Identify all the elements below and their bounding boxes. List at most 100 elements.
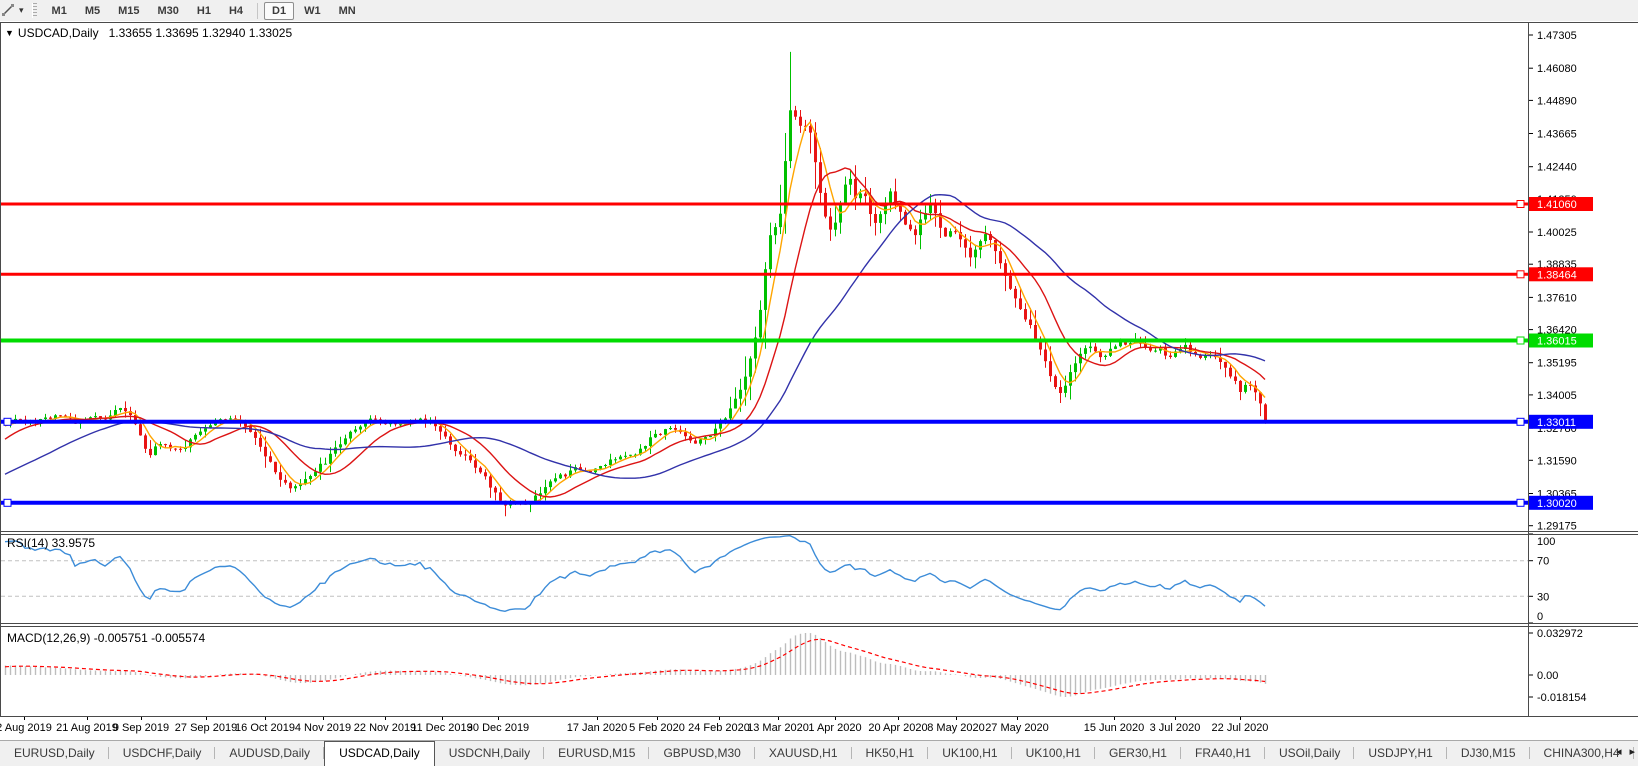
date-tick-label: 24 Feb 2020 (688, 722, 750, 734)
rsi-indicator-label: RSI(14) 33.9575 (7, 536, 96, 550)
price-tick-label: 1.44890 (1537, 95, 1577, 107)
timeframe-button-H1[interactable]: H1 (189, 2, 219, 20)
chart-tab-UK100-H1[interactable]: UK100,H1 (1012, 741, 1096, 766)
date-tick-label: 8 May 2020 (927, 722, 984, 734)
timeframe-buttons: M1 M5 M15 M30 H1 H4 D1 W1 MN (43, 1, 365, 20)
price-tick-label: 1.31590 (1537, 455, 1577, 467)
toolbar: ▾ M1 M5 M15 M30 H1 H4 D1 W1 MN (0, 0, 1638, 21)
chart-title-ohlc: 1.33655 1.33695 1.32940 1.33025 (108, 26, 293, 40)
price-tick-label: 1.35195 (1537, 358, 1577, 370)
line-handle[interactable] (1516, 336, 1525, 345)
chart-tab-bar: EURUSD,Daily USDCHF,Daily AUDUSD,Daily USDC… (0, 740, 1638, 766)
price-tick-label: 1.37610 (1537, 292, 1577, 304)
rsi-scale-label: 70 (1537, 556, 1549, 568)
rsi-panel: 100 70 30 0 (1, 533, 1555, 624)
rsi-scale-label: 0 (1537, 611, 1543, 623)
date-tick-label: 9 Sep 2019 (113, 722, 169, 734)
date-tick-label: 17 Jan 2020 (567, 722, 628, 734)
scroll-right-icon[interactable]: ▸ (1629, 746, 1635, 758)
chart-tab-UK100-H1[interactable]: UK100,H1 (928, 741, 1012, 766)
chart-tab-DJ30-M15[interactable]: DJ30,M15 (1447, 741, 1530, 766)
toolbar-grip[interactable] (31, 3, 37, 18)
chart-tab-USDCHF-Daily[interactable]: USDCHF,Daily (109, 741, 216, 766)
chart-tab-HK50-H1[interactable]: HK50,H1 (852, 741, 929, 766)
line-handle[interactable] (1516, 270, 1525, 279)
price-tick-label: 1.40025 (1537, 227, 1577, 239)
chart-tab-USOil-Daily[interactable]: USOil,Daily (1265, 741, 1355, 766)
horizontal-line-1.30020[interactable]: 1.30020 (0, 495, 1593, 510)
price-tick-label: 1.34005 (1537, 390, 1577, 402)
date-tick-label: 11 Dec 2019 (411, 722, 473, 734)
date-tick-label: 3 Jul 2020 (1150, 722, 1201, 734)
timeframe-button-MN[interactable]: MN (331, 2, 364, 20)
horizontal-line-1.36015[interactable]: 1.36015 (0, 333, 1593, 348)
price-tick-label: 1.47305 (1537, 30, 1577, 42)
hline-price-label: 1.38464 (1537, 269, 1577, 281)
price-tick-label: 1.43665 (1537, 129, 1577, 141)
date-tick-label: 22 Nov 2019 (354, 722, 416, 734)
date-tick-label: 5 Feb 2020 (629, 722, 685, 734)
scroll-left-icon[interactable]: ◂ (1615, 746, 1622, 758)
timeframe-button-M5[interactable]: M5 (77, 2, 108, 20)
chart-tab-AUDUSD-Daily[interactable]: AUDUSD,Daily (215, 741, 324, 766)
line-handle[interactable] (3, 498, 12, 507)
date-tick-label: 16 Oct 2019 (235, 722, 295, 734)
chevron-down-icon[interactable]: ▾ (19, 5, 24, 15)
timeframe-button-D1[interactable]: D1 (264, 1, 295, 20)
line-handle[interactable] (1516, 417, 1525, 426)
toolbar-separator (257, 2, 259, 19)
line-handle[interactable] (3, 417, 12, 426)
macd-indicator-label: MACD(12,26,9) -0.005751 -0.005574 (7, 631, 206, 645)
hline-price-label: 1.36015 (1537, 336, 1577, 348)
chart-tab-EURUSD-M15[interactable]: EURUSD,M15 (544, 741, 650, 766)
timeframe-button-W1[interactable]: W1 (296, 2, 329, 20)
chart-tab-USDCAD-Daily[interactable]: USDCAD,Daily (324, 741, 435, 766)
chart-tab-USDJPY-H1[interactable]: USDJPY,H1 (1354, 741, 1448, 766)
horizontal-line-1.41060[interactable]: 1.41060 (0, 197, 1593, 211)
timeframe-button-M1[interactable]: M1 (44, 2, 75, 20)
timeframe-button-H4[interactable]: H4 (221, 2, 251, 20)
horizontal-line-1.33011[interactable]: 1.33011 (0, 414, 1593, 429)
line-handle[interactable] (1516, 498, 1525, 507)
chart-tab-CHINA300-H4[interactable]: CHINA300,H4 (1530, 741, 1634, 766)
chart-tab-GER30-H1[interactable]: GER30,H1 (1095, 741, 1182, 766)
chart-tab-GBPUSD-M30[interactable]: GBPUSD,M30 (649, 741, 756, 766)
hline-price-label: 1.30020 (1537, 498, 1577, 510)
date-tick-label: 4 Nov 2019 (295, 722, 351, 734)
macd-scale-label: 0.00 (1537, 670, 1558, 682)
chart-title: ▼ USDCAD,Daily 1.33655 1.33695 1.32940 1.3… (5, 26, 292, 40)
chart-tab-EURUSD-Daily[interactable]: EURUSD,Daily (0, 741, 109, 766)
tab-scroll-buttons: ◂ ▸ (1616, 745, 1635, 758)
macd-scale-label: 0.032972 (1537, 628, 1583, 640)
price-axis: 1.473051.460801.448901.436651.424401.412… (1528, 30, 1577, 533)
chart-tab-XAUUSD-H1[interactable]: XAUUSD,H1 (755, 741, 852, 766)
date-tick-label: 2 Aug 2019 (0, 722, 52, 734)
hline-price-label: 1.33011 (1537, 417, 1576, 429)
macd-signal-line (4, 638, 1266, 695)
moving-average-13 (4, 167, 1266, 498)
horizontal-line-1.38464[interactable]: 1.38464 (0, 267, 1593, 282)
price-tick-label: 1.42440 (1537, 162, 1577, 174)
rsi-scale-label: 30 (1537, 591, 1549, 603)
timeframe-button-M30[interactable]: M30 (150, 2, 187, 20)
price-tick-label: 1.46080 (1537, 63, 1577, 75)
moving-average-34 (4, 193, 1266, 479)
chart-title-symbol: USDCAD,Daily (17, 26, 99, 40)
chart-tab-FRA40-H1[interactable]: FRA40,H1 (1181, 741, 1266, 766)
chart-tab-USDCNH-Daily[interactable]: USDCNH,Daily (435, 741, 545, 766)
symbol-dropdown-icon[interactable]: ▼ (5, 28, 14, 38)
date-tick-label: 21 Aug 2019 (56, 722, 118, 734)
date-tick-label: 27 Sep 2019 (175, 722, 237, 734)
date-tick-label: 15 Jun 2020 (1084, 722, 1145, 734)
macd-scale-label: -0.018154 (1537, 692, 1587, 704)
line-tools-icon[interactable] (0, 3, 18, 18)
macd-panel: 0.032972 0.00 -0.018154 (4, 628, 1587, 704)
price-tick-label: 1.29175 (1537, 521, 1577, 533)
panel-borders (0, 22, 1638, 717)
timeframe-button-M15[interactable]: M15 (110, 2, 147, 20)
date-tick-label: 13 Mar 2020 (747, 722, 809, 734)
line-handle[interactable] (1516, 200, 1525, 208)
